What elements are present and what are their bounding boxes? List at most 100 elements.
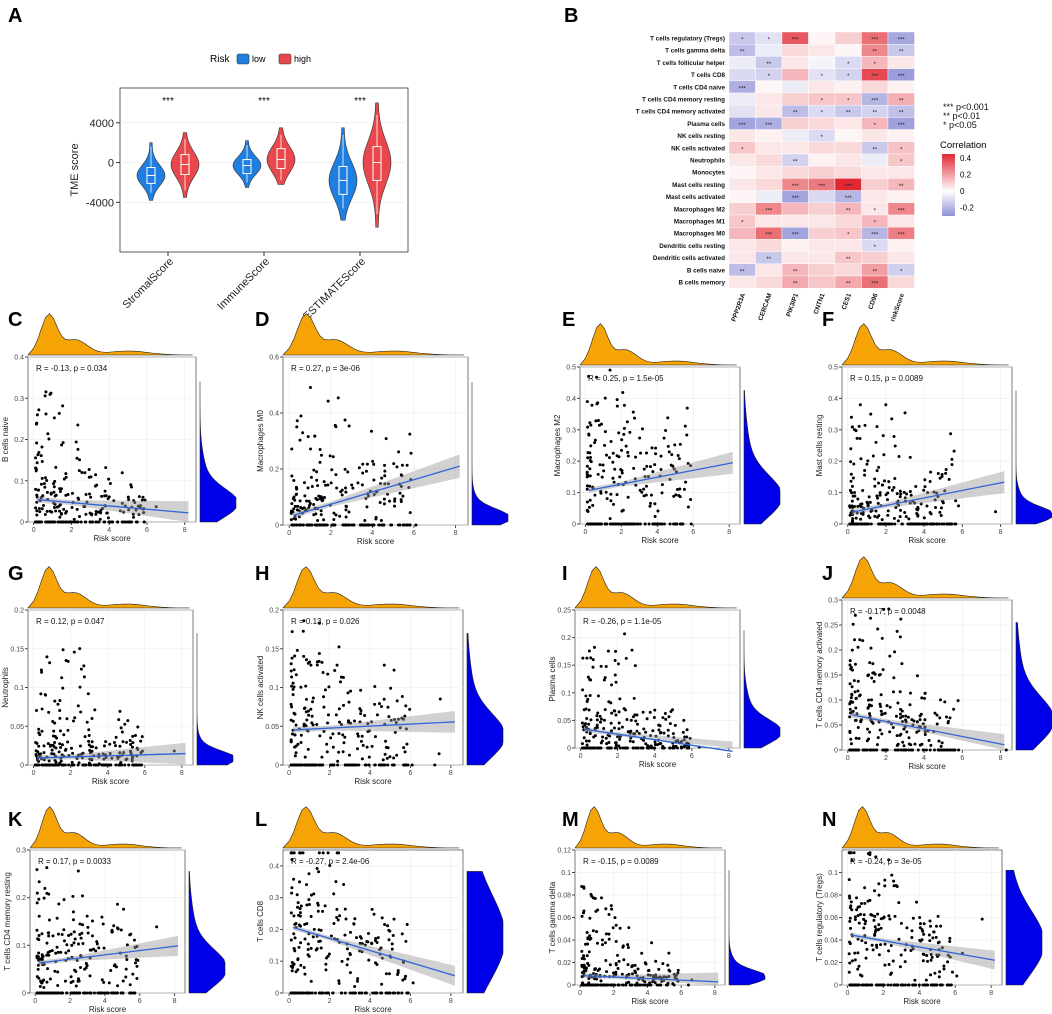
data-point xyxy=(594,972,598,976)
data-point xyxy=(308,523,312,527)
data-point xyxy=(893,748,897,752)
data-point xyxy=(134,508,138,512)
data-point xyxy=(922,488,926,492)
data-point xyxy=(309,707,313,711)
x-tick-label: 4 xyxy=(917,990,921,997)
data-point xyxy=(47,759,51,763)
heatmap-cell xyxy=(808,44,836,57)
data-point xyxy=(585,470,589,474)
data-point xyxy=(386,924,390,928)
data-point xyxy=(50,763,54,767)
heatmap-cell xyxy=(755,129,783,143)
data-point xyxy=(296,901,300,905)
data-point xyxy=(591,665,595,669)
data-point xyxy=(88,748,92,752)
data-point xyxy=(80,931,84,935)
data-point xyxy=(685,728,689,732)
data-point xyxy=(634,971,638,975)
data-point xyxy=(671,732,675,736)
data-point xyxy=(601,463,605,467)
data-point xyxy=(920,928,924,932)
regression-line xyxy=(293,465,460,516)
data-point xyxy=(892,676,896,680)
data-point xyxy=(855,712,859,716)
data-point xyxy=(859,522,863,526)
confidence-band xyxy=(584,726,733,748)
data-point xyxy=(880,636,884,640)
panel-label-H: H xyxy=(255,563,269,585)
data-point xyxy=(933,971,937,975)
data-point xyxy=(343,763,347,767)
x-tick-label: 0 xyxy=(32,527,36,534)
data-point xyxy=(304,658,308,662)
data-point xyxy=(624,656,628,660)
data-point xyxy=(929,952,933,956)
heatmap-star: ** xyxy=(872,50,877,56)
data-point xyxy=(604,665,608,669)
data-point xyxy=(302,481,306,485)
data-point xyxy=(306,953,310,957)
data-point xyxy=(667,975,671,979)
heatmap-star: *** xyxy=(871,38,879,44)
regression-line xyxy=(38,945,179,964)
data-point xyxy=(301,629,305,633)
data-point xyxy=(90,740,94,744)
data-point xyxy=(110,930,114,934)
data-point xyxy=(918,926,922,930)
data-point xyxy=(882,607,886,611)
data-point xyxy=(873,925,877,929)
heatmap-cell xyxy=(781,165,809,179)
data-point xyxy=(410,763,414,767)
data-point xyxy=(592,522,596,526)
data-point xyxy=(317,870,321,874)
data-point xyxy=(643,961,647,965)
heatmap-star: ** xyxy=(899,111,904,117)
data-point xyxy=(908,489,912,493)
data-point xyxy=(867,698,871,702)
data-point xyxy=(79,954,83,958)
data-point xyxy=(55,505,59,509)
x-axis-label: Risk score xyxy=(908,536,946,545)
data-point xyxy=(644,742,648,746)
data-point xyxy=(614,741,618,745)
data-point xyxy=(876,928,880,932)
data-point xyxy=(666,416,670,420)
data-point xyxy=(686,505,690,509)
correlation-annotation: R = -0.27, p = 2.4e-06 xyxy=(291,857,370,866)
heatmap-cell xyxy=(861,129,889,143)
data-point xyxy=(885,522,889,526)
data-point xyxy=(358,523,362,527)
heatmap-cell xyxy=(834,214,862,228)
data-point xyxy=(853,662,857,666)
data-point xyxy=(899,508,903,512)
data-point xyxy=(312,468,316,472)
data-point xyxy=(78,458,82,462)
data-point xyxy=(155,925,159,929)
data-point xyxy=(303,922,307,926)
data-point xyxy=(613,746,617,750)
data-point xyxy=(359,739,363,743)
data-point xyxy=(890,488,894,492)
data-point xyxy=(72,941,76,945)
data-point xyxy=(313,434,317,438)
x-tick-label: 6 xyxy=(412,530,416,537)
heatmap-cell xyxy=(755,44,783,57)
data-point xyxy=(395,465,399,469)
data-point xyxy=(408,523,412,527)
data-point xyxy=(673,443,677,447)
data-point xyxy=(136,725,140,729)
y-tick-label: 0.2 xyxy=(269,927,279,934)
data-point xyxy=(593,441,597,445)
data-point xyxy=(353,991,357,995)
data-point xyxy=(131,741,135,745)
y-tick-label: 0.05 xyxy=(10,724,24,731)
data-point xyxy=(71,910,75,914)
data-point xyxy=(373,763,377,767)
data-point xyxy=(59,759,63,763)
data-point xyxy=(602,718,606,722)
data-point xyxy=(306,747,310,751)
data-point xyxy=(888,705,892,709)
data-point xyxy=(322,496,326,500)
data-point xyxy=(372,462,376,466)
regression-line xyxy=(850,934,995,961)
